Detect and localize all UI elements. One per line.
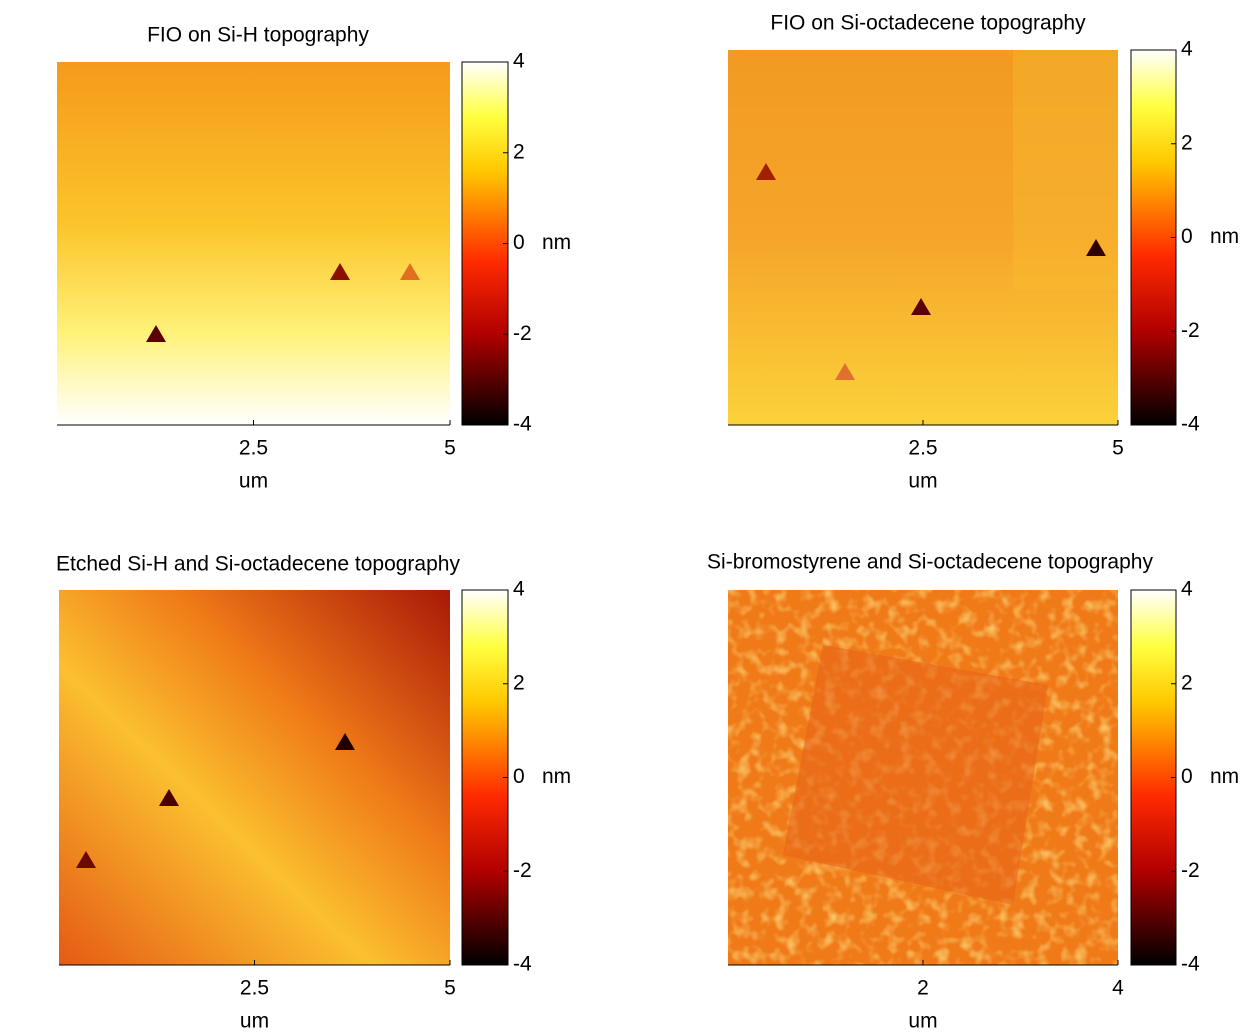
- colorbar-tick-label: 2: [513, 140, 525, 163]
- x-axis-label: um: [908, 470, 937, 493]
- colorbar-label: nm: [1210, 765, 1239, 788]
- colorbar-tick-label: -4: [1181, 413, 1200, 436]
- colorbar-tick-label: -2: [513, 322, 532, 345]
- panel-title: FIO on Si-H topography: [147, 24, 369, 47]
- colorbar-label: nm: [542, 765, 571, 788]
- marker-triangle: [756, 163, 776, 180]
- colorbar-tick-label: 0: [1181, 765, 1193, 788]
- x-axis-label: um: [908, 1010, 937, 1033]
- colorbar-tick-label: 0: [1181, 225, 1193, 248]
- marker-triangle: [400, 263, 420, 280]
- x-tick-label: 2.5: [908, 437, 937, 460]
- panel: FIO on Si-H topography 2.5 5 um -4 -2 0 2 4 nm: [57, 24, 571, 493]
- afm-image: [57, 62, 450, 425]
- panel: Etched Si-H and Si-octadecene topography…: [56, 553, 571, 1033]
- marker-triangle: [76, 851, 96, 868]
- colorbar-tick-label: 0: [513, 231, 525, 254]
- colorbar-tick-label: -4: [513, 953, 532, 976]
- x-tick-label: 5: [444, 977, 456, 1000]
- panel-title: Si-bromostyrene and Si-octadecene topogr…: [707, 551, 1153, 574]
- panel: Si-bromostyrene and Si-octadecene topogr…: [707, 551, 1239, 1033]
- colorbar: [1130, 589, 1177, 966]
- afm-image: [728, 50, 1118, 425]
- colorbar-label: nm: [1210, 225, 1239, 248]
- colorbar-label: nm: [542, 231, 571, 254]
- panel: FIO on Si-octadecene topography 2.5 5 um -4 -…: [728, 12, 1239, 493]
- colorbar-tick-label: -4: [1181, 953, 1200, 976]
- marker-triangle: [330, 263, 350, 280]
- marker-triangle: [159, 789, 179, 806]
- x-tick-label: 2: [917, 977, 929, 1000]
- x-axis-label: um: [239, 470, 268, 493]
- panel-title: Etched Si-H and Si-octadecene topography: [56, 553, 460, 576]
- colorbar: [461, 589, 509, 966]
- colorbar-tick-label: 4: [513, 578, 525, 601]
- marker-triangle: [146, 325, 166, 342]
- marker-triangle: [335, 733, 355, 750]
- afm-image: [59, 590, 450, 965]
- colorbar: [461, 61, 509, 426]
- marker-triangle: [911, 298, 931, 315]
- colorbar-tick-label: -4: [513, 413, 532, 436]
- x-tick-label: 2.5: [239, 437, 268, 460]
- patterned-square: [783, 645, 1048, 905]
- colorbar-tick-label: 0: [513, 765, 525, 788]
- colorbar-tick-label: 4: [513, 50, 525, 73]
- x-tick-label: 5: [444, 437, 456, 460]
- x-axis-label: um: [240, 1010, 269, 1033]
- x-tick-label: 5: [1112, 437, 1124, 460]
- x-tick-label: 2.5: [240, 977, 269, 1000]
- colorbar-tick-label: 2: [1181, 131, 1193, 154]
- colorbar-tick-label: -2: [1181, 859, 1200, 882]
- colorbar-tick-label: 2: [1181, 671, 1193, 694]
- x-tick-label: 4: [1112, 977, 1124, 1000]
- colorbar: [1130, 49, 1177, 426]
- colorbar-tick-label: 4: [1181, 578, 1193, 601]
- marker-triangle: [835, 363, 855, 380]
- colorbar-tick-label: 4: [1181, 38, 1193, 61]
- marker-triangle: [1086, 239, 1106, 256]
- colorbar-tick-label: -2: [513, 859, 532, 882]
- panel-title: FIO on Si-octadecene topography: [770, 12, 1086, 35]
- colorbar-tick-label: 2: [513, 671, 525, 694]
- colorbar-tick-label: -2: [1181, 319, 1200, 342]
